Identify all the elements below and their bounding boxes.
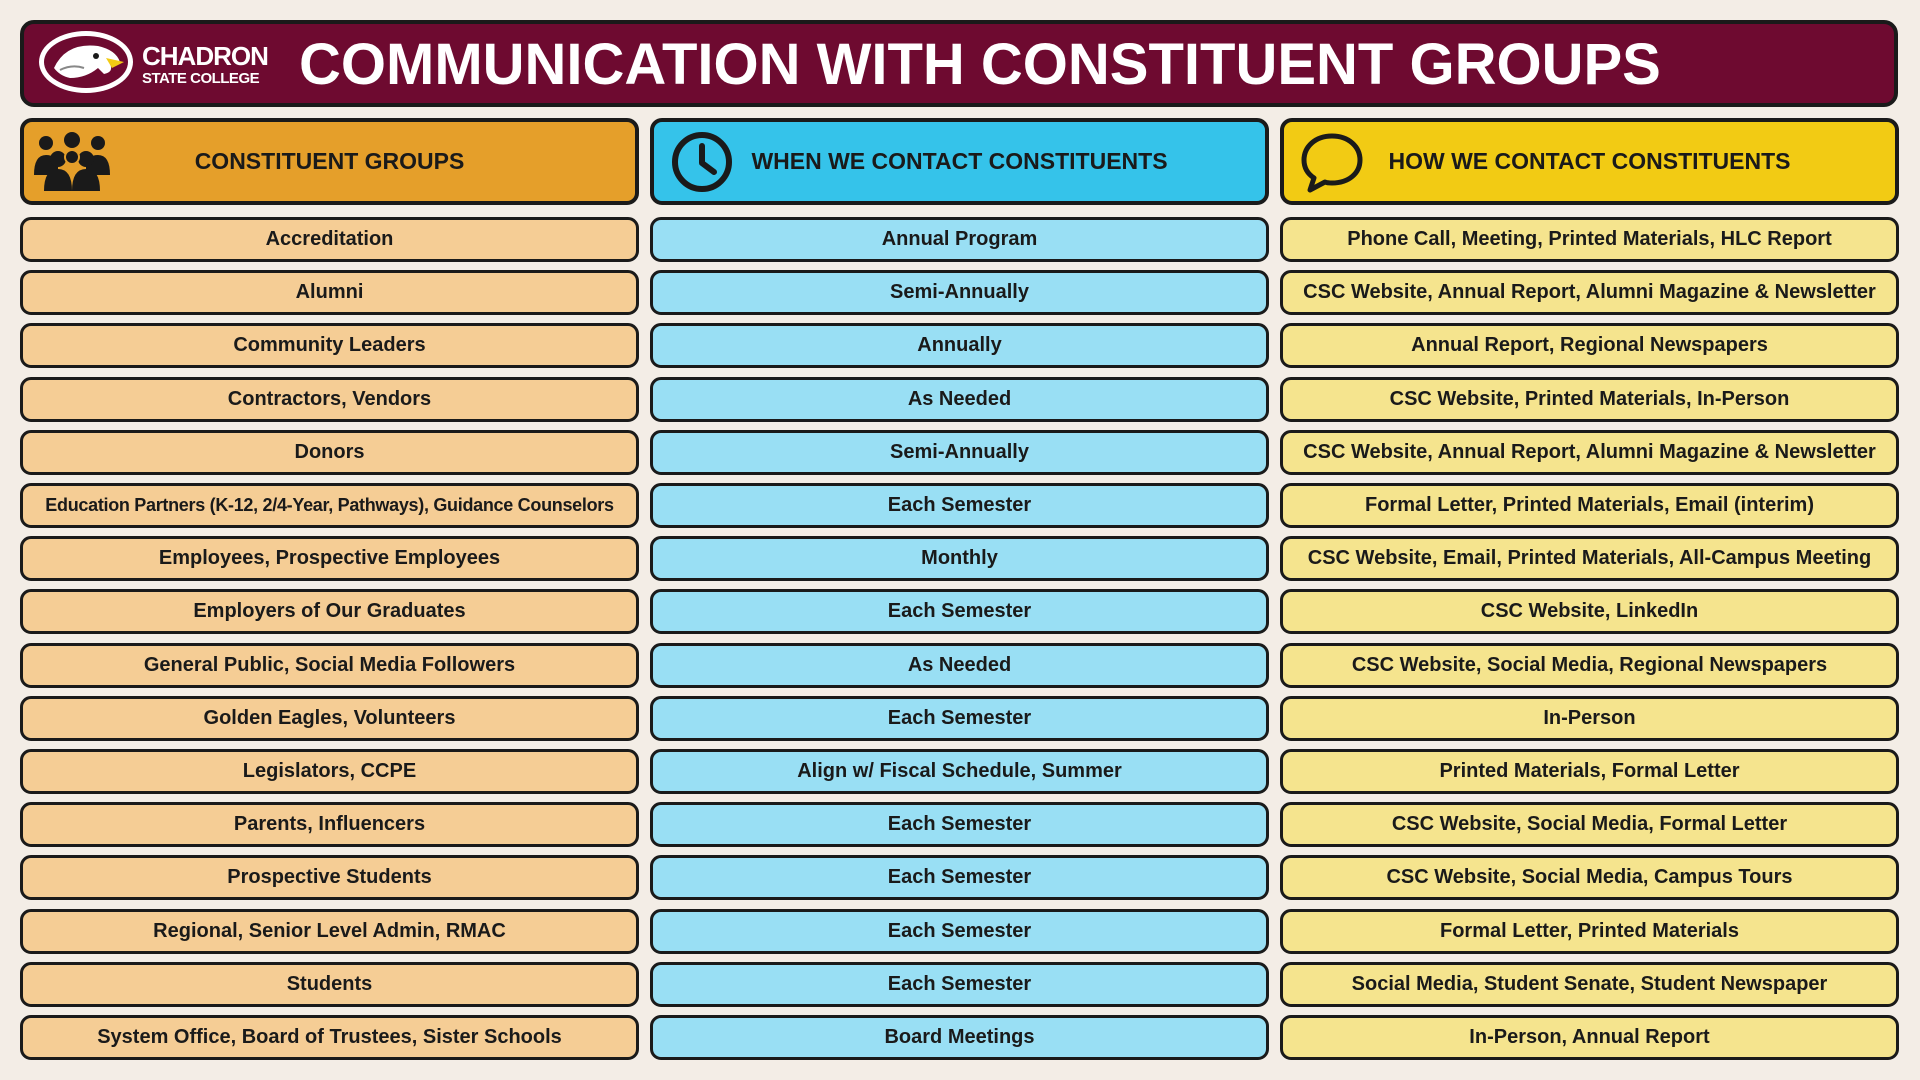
contact-frequency-cell: Each Semester [650,962,1269,1007]
logo-line1: CHADRON [142,40,269,71]
constituent-group-cell: Prospective Students [20,855,639,900]
speech-bubble-icon [1292,128,1372,196]
contact-frequency-cell: Annual Program [650,217,1269,262]
column-header-when: WHEN WE CONTACT CONSTITUENTS [650,118,1269,205]
constituent-group-cell: Community Leaders [20,323,639,368]
contact-method-cell: CSC Website, Annual Report, Alumni Magaz… [1280,430,1899,475]
contact-frequency-cell: Monthly [650,536,1269,581]
column-header-groups: CONSTITUENT GROUPS [20,118,639,205]
constituent-group-cell: Accreditation [20,217,639,262]
contact-frequency-cell: Semi-Annually [650,270,1269,315]
contact-method-cell: In-Person [1280,696,1899,741]
contact-method-cell: CSC Website, Social Media, Formal Letter [1280,802,1899,847]
constituent-group-cell: Golden Eagles, Volunteers [20,696,639,741]
contact-method-cell: CSC Website, Annual Report, Alumni Magaz… [1280,270,1899,315]
clock-icon [662,128,742,196]
column-header-label: HOW WE CONTACT CONSTITUENTS [1388,148,1791,174]
contact-frequency-cell: Each Semester [650,802,1269,847]
contact-method-cell: Formal Letter, Printed Materials [1280,909,1899,954]
contact-frequency-cell: Each Semester [650,909,1269,954]
contact-method-cell: Social Media, Student Senate, Student Ne… [1280,962,1899,1007]
constituent-group-cell: Parents, Influencers [20,802,639,847]
contact-method-cell: Formal Letter, Printed Materials, Email … [1280,483,1899,528]
column-header-label: WHEN WE CONTACT CONSTITUENTS [751,148,1168,174]
contact-frequency-cell: Each Semester [650,855,1269,900]
contact-method-cell: CSC Website, Email, Printed Materials, A… [1280,536,1899,581]
contact-method-cell: Annual Report, Regional Newspapers [1280,323,1899,368]
page-title: COMMUNICATION WITH CONSTITUENT GROUPS [299,32,1661,97]
contact-method-cell: CSC Website, Printed Materials, In-Perso… [1280,377,1899,422]
contact-frequency-cell: Annually [650,323,1269,368]
constituent-group-cell: Legislators, CCPE [20,749,639,794]
constituent-group-cell: Education Partners (K-12, 2/4-Year, Path… [20,483,639,528]
contact-frequency-cell: Each Semester [650,589,1269,634]
contact-frequency-cell: Board Meetings [650,1015,1269,1060]
contact-method-cell: CSC Website, Social Media, Campus Tours [1280,855,1899,900]
constituent-group-cell: Employers of Our Graduates [20,589,639,634]
contact-frequency-cell: Each Semester [650,483,1269,528]
title-bar: CHADRON STATE COLLEGE COMMUNICATION WITH… [20,20,1898,107]
contact-method-cell: In-Person, Annual Report [1280,1015,1899,1060]
constituent-group-cell: Regional, Senior Level Admin, RMAC [20,909,639,954]
constituent-group-cell: Alumni [20,270,639,315]
constituent-group-cell: General Public, Social Media Followers [20,643,639,688]
eagle-head-icon [36,28,136,101]
contact-frequency-cell: Align w/ Fiscal Schedule, Summer [650,749,1269,794]
column-header-label: CONSTITUENT GROUPS [194,148,465,174]
constituent-group-cell: Students [20,962,639,1007]
constituent-group-cell: Employees, Prospective Employees [20,536,639,581]
contact-frequency-cell: Each Semester [650,696,1269,741]
constituent-group-cell: Donors [20,430,639,475]
contact-method-cell: CSC Website, Social Media, Regional News… [1280,643,1899,688]
constituent-group-cell: System Office, Board of Trustees, Sister… [20,1015,639,1060]
contact-method-cell: Printed Materials, Formal Letter [1280,749,1899,794]
contact-frequency-cell: Semi-Annually [650,430,1269,475]
logo-line2: STATE COLLEGE [142,69,260,87]
constituent-group-cell: Contractors, Vendors [20,377,639,422]
column-header-how: HOW WE CONTACT CONSTITUENTS [1280,118,1899,205]
contact-frequency-cell: As Needed [650,377,1269,422]
contact-method-cell: Phone Call, Meeting, Printed Materials, … [1280,217,1899,262]
college-logo: CHADRON STATE COLLEGE [36,28,269,101]
contact-method-cell: CSC Website, LinkedIn [1280,589,1899,634]
people-group-icon [32,128,112,196]
contact-frequency-cell: As Needed [650,643,1269,688]
